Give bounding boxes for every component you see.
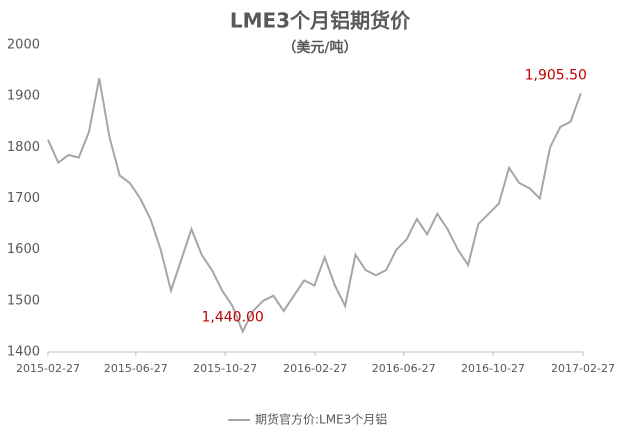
x-tick-label: 2017-02-27 (551, 362, 615, 375)
y-tick-label: 1800 (7, 140, 40, 155)
y-tick-label: 1700 (7, 191, 40, 206)
x-tick-label: 2015-10-27 (193, 362, 257, 375)
y-tick-label: 1900 (7, 89, 40, 104)
y-tick-label: 1400 (7, 345, 40, 360)
chart-title: LME3个月铝期货价 (230, 9, 411, 33)
x-tick-label: 2016-10-27 (461, 362, 525, 375)
data-label: 1,905.50 (525, 67, 587, 83)
x-tick-label: 2015-06-27 (104, 362, 168, 375)
data-line (47, 78, 582, 334)
data-label: 1,440.00 (202, 310, 264, 326)
chart-subtitle: （美元/吨） (282, 39, 357, 56)
y-tick-label: 2000 (7, 38, 40, 53)
x-tick-label: 2016-06-27 (372, 362, 436, 375)
x-tick-label: 2015-02-27 (16, 362, 80, 375)
y-tick-label: 1600 (7, 242, 40, 257)
x-tick-label: 2016-02-27 (283, 362, 347, 375)
y-tick-label: 1500 (7, 293, 40, 308)
legend-label: 期货官方价:LME3个月铝 (255, 412, 387, 427)
